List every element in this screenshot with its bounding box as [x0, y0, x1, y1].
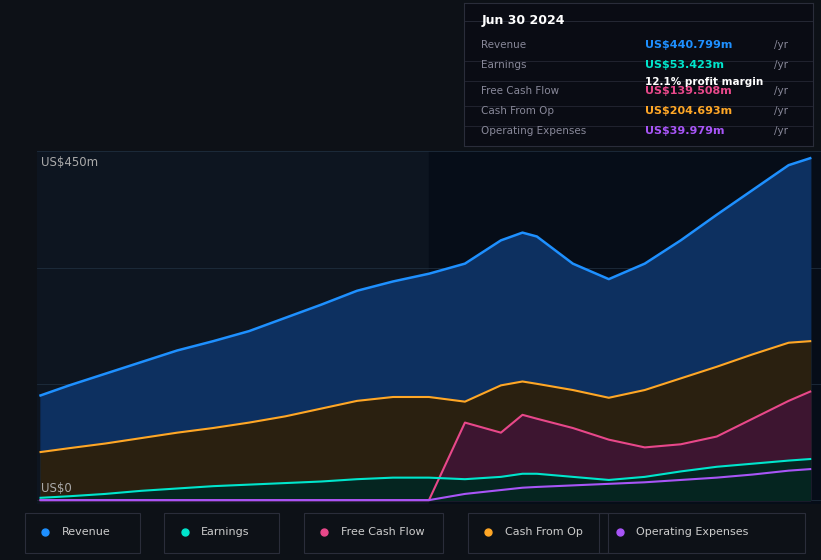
Text: 12.1% profit margin: 12.1% profit margin	[645, 77, 764, 87]
Text: Jun 30 2024: Jun 30 2024	[481, 14, 565, 27]
Text: US$440.799m: US$440.799m	[645, 40, 732, 50]
Text: Free Cash Flow: Free Cash Flow	[481, 86, 559, 96]
Text: /yr: /yr	[774, 86, 788, 96]
Text: US$450m: US$450m	[41, 156, 98, 170]
Text: /yr: /yr	[774, 60, 788, 70]
Text: Earnings: Earnings	[201, 527, 250, 537]
Text: /yr: /yr	[774, 125, 788, 136]
Text: US$39.979m: US$39.979m	[645, 125, 725, 136]
Text: US$53.423m: US$53.423m	[645, 60, 724, 70]
Text: Revenue: Revenue	[481, 40, 526, 50]
Text: US$204.693m: US$204.693m	[645, 106, 732, 115]
Text: Cash From Op: Cash From Op	[505, 527, 583, 537]
Text: /yr: /yr	[774, 40, 788, 50]
Text: Operating Expenses: Operating Expenses	[481, 125, 586, 136]
Bar	[429, 151, 821, 504]
Text: Free Cash Flow: Free Cash Flow	[341, 527, 424, 537]
Text: Revenue: Revenue	[62, 527, 110, 537]
Text: Cash From Op: Cash From Op	[481, 106, 554, 115]
Text: US$0: US$0	[41, 482, 71, 495]
Text: Earnings: Earnings	[481, 60, 527, 70]
Text: /yr: /yr	[774, 106, 788, 115]
Text: Operating Expenses: Operating Expenses	[636, 527, 749, 537]
Text: US$139.508m: US$139.508m	[645, 86, 732, 96]
